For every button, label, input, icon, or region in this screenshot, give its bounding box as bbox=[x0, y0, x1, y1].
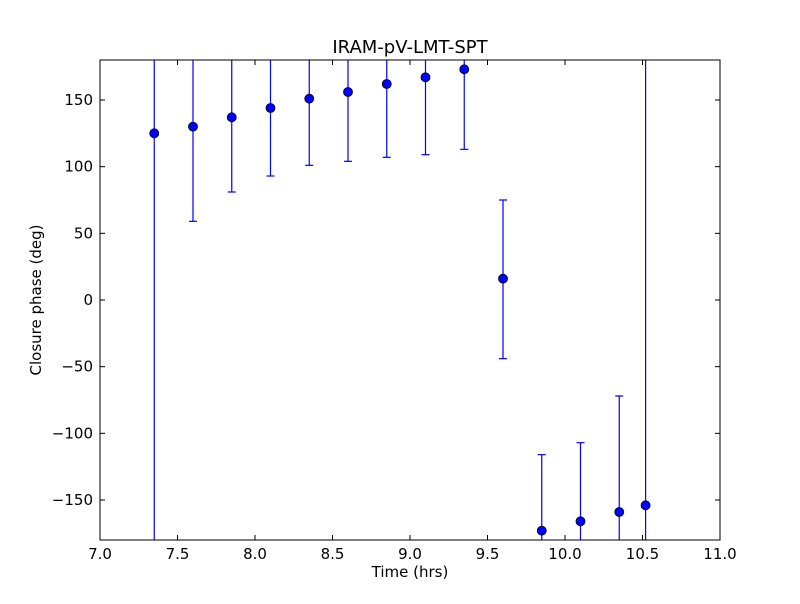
y-tick-label: −100 bbox=[52, 424, 93, 442]
y-tick-label: 150 bbox=[64, 91, 93, 109]
x-tick-label: 9.0 bbox=[398, 545, 422, 563]
data-point bbox=[188, 121, 198, 132]
data-point bbox=[304, 93, 315, 104]
y-tick-label: 50 bbox=[74, 224, 93, 242]
data-point bbox=[265, 103, 276, 113]
x-tick-label: 10.5 bbox=[626, 545, 659, 563]
data-point bbox=[640, 500, 651, 511]
y-tick-label: −50 bbox=[61, 358, 93, 376]
chart-title: IRAM-pV-LMT-SPT bbox=[332, 37, 488, 58]
y-tick-label: 100 bbox=[64, 158, 93, 176]
data-point bbox=[614, 507, 625, 517]
data-point bbox=[149, 128, 160, 139]
data-point bbox=[226, 112, 237, 123]
x-tick-label: 10.0 bbox=[548, 545, 581, 563]
data-point bbox=[459, 64, 470, 75]
x-axis-label: Time (hrs) bbox=[371, 563, 449, 581]
x-tick-label: 8.0 bbox=[243, 545, 267, 563]
data-point bbox=[536, 525, 547, 536]
data-point bbox=[381, 79, 392, 89]
data-point bbox=[575, 516, 586, 527]
data-point bbox=[343, 87, 353, 97]
x-tick-label: 9.5 bbox=[476, 545, 500, 563]
x-tick-label: 11.0 bbox=[703, 545, 736, 563]
data-points bbox=[149, 64, 651, 536]
x-tick-label: 7.5 bbox=[166, 545, 190, 563]
data-point bbox=[498, 273, 508, 284]
y-tick-label: −150 bbox=[52, 491, 93, 509]
y-tick-label: 0 bbox=[83, 291, 93, 309]
x-tick-label: 8.5 bbox=[321, 545, 345, 563]
data-point bbox=[420, 72, 431, 83]
x-tick-label: 7.0 bbox=[88, 545, 112, 563]
y-axis-label: Closure phase (deg) bbox=[27, 225, 45, 376]
plot-area bbox=[149, 60, 651, 540]
y-axis-ticks: 150 100 50 0 −50 −100 −150 bbox=[52, 91, 720, 509]
x-axis-ticks: 7.0 7.5 8.0 8.5 9.0 9.5 10.0 10.5 11.0 bbox=[88, 60, 737, 563]
